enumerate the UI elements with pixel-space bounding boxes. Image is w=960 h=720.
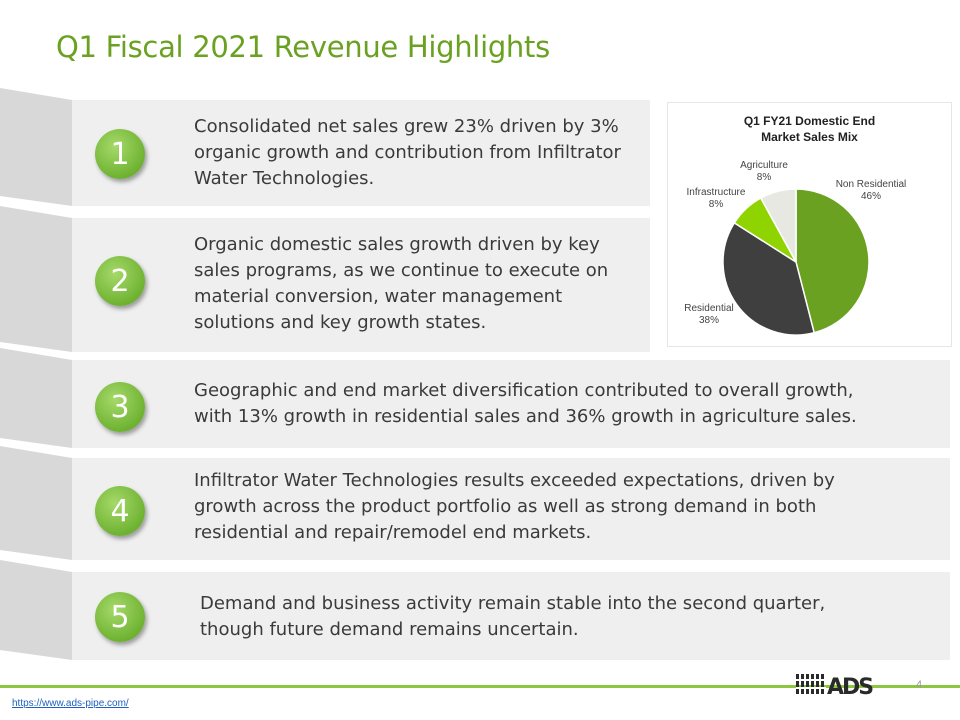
pie-slice-non-residential	[795, 188, 870, 334]
ads-logo: ADS	[796, 674, 875, 698]
text-line: residential and repair/remodel end marke…	[194, 522, 592, 543]
text-line: sales programs, as we continue to execut…	[194, 260, 609, 281]
logo-text: ADS	[827, 675, 873, 698]
item-number-badge: 4	[95, 486, 145, 536]
slice-label-residential: Residential 38%	[674, 303, 744, 327]
chart-title: Q1 FY21 Domestic End Market Sales Mix	[668, 113, 951, 145]
page-title: Q1 Fiscal 2021 Revenue Highlights	[56, 30, 550, 64]
chart-title-line: Q1 FY21 Domestic End	[743, 114, 876, 128]
slice-label-value: 8%	[708, 199, 724, 210]
item-text-4: Infiltrator Water Technologies results e…	[194, 468, 835, 546]
text-line: with 13% growth in residential sales and…	[194, 406, 857, 427]
item-number-badge: 3	[95, 382, 145, 432]
slice-label-agriculture: Agriculture 8%	[728, 160, 800, 184]
text-line: solutions and key growth states.	[194, 312, 487, 333]
band-2	[72, 218, 650, 352]
text-line: organic growth and contribution from Inf…	[194, 142, 621, 163]
text-line: growth across the product portfolio as w…	[194, 496, 817, 517]
item-number-badge: 5	[95, 592, 145, 642]
slice-label-non-residential: Non Residential 46%	[826, 179, 916, 203]
band-3	[72, 360, 950, 448]
text-line: Water Technologies.	[194, 168, 375, 189]
item-text-2: Organic domestic sales growth driven by …	[194, 232, 608, 336]
item-number-badge: 1	[95, 129, 145, 179]
pie-chart	[722, 188, 870, 336]
slice-label-name: Residential	[684, 303, 734, 314]
text-line: Geographic and end market diversificatio…	[194, 380, 854, 401]
band-5	[72, 572, 950, 660]
band-4	[72, 458, 950, 560]
slice-label-value: 46%	[860, 191, 881, 202]
band-1	[72, 100, 650, 206]
slice-label-name: Agriculture	[740, 160, 788, 171]
text-line: Organic domestic sales growth driven by …	[194, 234, 600, 255]
chart-title-line: Market Sales Mix	[761, 130, 858, 144]
band-tab-3	[0, 348, 72, 448]
text-line: Infiltrator Water Technologies results e…	[194, 470, 835, 491]
item-text-3: Geographic and end market diversificatio…	[194, 378, 857, 430]
text-line: material conversion, water management	[194, 286, 563, 307]
text-line: Demand and business activity remain stab…	[200, 593, 826, 614]
item-text-5: Demand and business activity remain stab…	[200, 591, 825, 643]
slice-label-name: Non Residential	[835, 179, 907, 190]
pie-chart-panel: Q1 FY21 Domestic End Market Sales Mix No…	[667, 102, 952, 347]
item-text-1: Consolidated net sales grew 23% driven b…	[194, 114, 621, 192]
slice-label-infrastructure: Infrastructure 8%	[678, 187, 754, 211]
slice-label-value: 38%	[698, 315, 719, 326]
pie-slice-residential	[722, 221, 816, 336]
band-tab-4	[0, 446, 72, 560]
slice-label-value: 8%	[756, 172, 772, 183]
band-tab-5	[0, 560, 72, 660]
website-link[interactable]: https://www.ads-pipe.com/	[12, 698, 129, 709]
item-number-badge: 2	[95, 256, 145, 306]
text-line: Consolidated net sales grew 23% driven b…	[194, 116, 619, 137]
pie-slice-agriculture	[759, 188, 797, 263]
band-tab-2	[0, 206, 72, 352]
slice-label-name: Infrastructure	[686, 187, 746, 198]
text-line: though future demand remains uncertain.	[200, 619, 579, 640]
page-number: 4	[916, 679, 923, 691]
footer-divider	[0, 685, 960, 688]
band-tab-1	[0, 88, 72, 206]
